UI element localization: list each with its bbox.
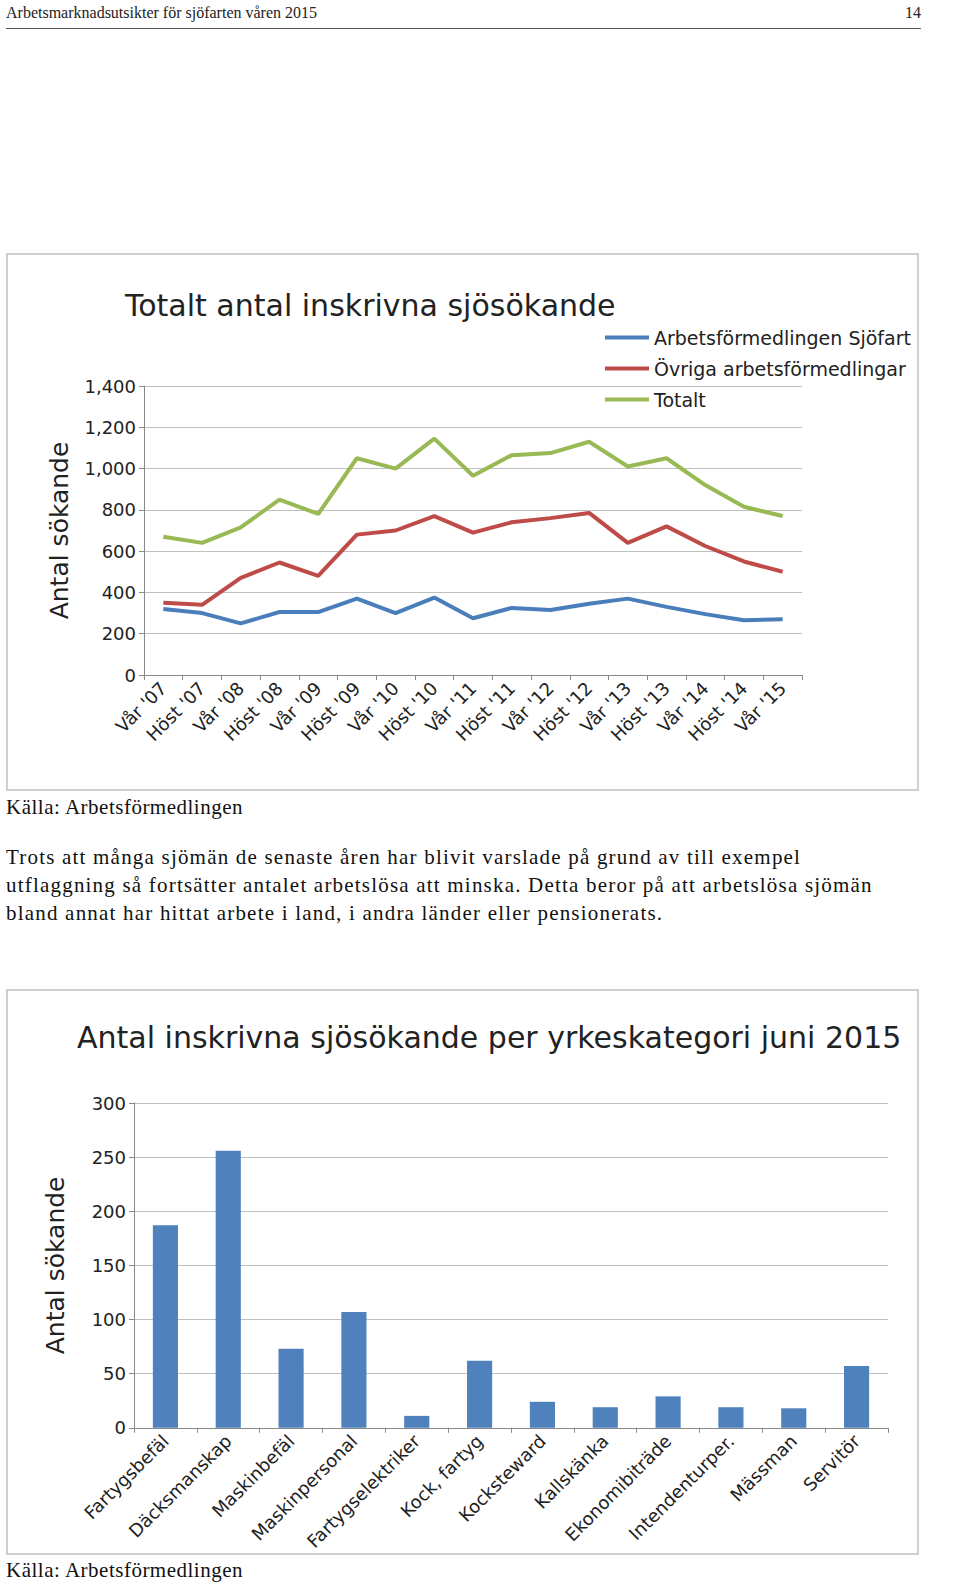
html-text:Källa: Arbetsförmedlingen: Källa: Arbetsförmedlingen <box>6 1558 243 1582</box>
svg-text:Vår '14: Vår '14 <box>653 677 713 737</box>
svg-text:Höst '07: Höst '07 <box>142 677 210 746</box>
svg-text:Höst '08: Höst '08 <box>219 677 287 746</box>
svg-text:200: 200 <box>102 623 136 644</box>
svg-text:Fartygsbefäl: Fartygsbefäl <box>79 1430 173 1524</box>
svg-text:Höst '09: Höst '09 <box>296 677 365 746</box>
svg-text:Fartygselektriker: Fartygselektriker <box>303 1430 425 1552</box>
svg-text:Vår '09: Vår '09 <box>266 677 326 737</box>
svg-text:50: 50 <box>103 1363 126 1384</box>
svg-text:Totalt: Totalt <box>653 389 706 411</box>
svg-text:Vår '08: Vår '08 <box>188 677 249 737</box>
svg-text:100: 100 <box>92 1309 126 1330</box>
svg-text:Kallskänka: Kallskänka <box>530 1430 613 1513</box>
svg-text:Höst '12: Höst '12 <box>529 677 597 746</box>
svg-text:1,400: 1,400 <box>84 376 136 397</box>
svg-text:0: 0 <box>125 665 136 686</box>
svg-text:Ekonomibiträde: Ekonomibiträde <box>561 1430 676 1545</box>
svg-text:Kock, fartyg: Kock, fartyg <box>396 1430 487 1522</box>
svg-text:1,000: 1,000 <box>84 458 136 479</box>
svg-text:Mässman: Mässman <box>726 1430 801 1505</box>
svg-text:0: 0 <box>115 1417 126 1438</box>
svg-text:Antal inskrivna sjösökande per: Antal inskrivna sjösökande per yrkeskate… <box>77 1020 901 1055</box>
html-text:Källa: Arbetsförmedlingen: Källa: Arbetsförmedlingen <box>6 795 243 819</box>
svg-text:Totalt antal inskrivna sjösöka: Totalt antal inskrivna sjösökande <box>124 288 616 323</box>
svg-text:800: 800 <box>102 499 136 520</box>
svg-text:1,200: 1,200 <box>84 417 136 438</box>
svg-text:250: 250 <box>92 1147 126 1168</box>
svg-text:Vår '10: Vår '10 <box>343 677 403 737</box>
svg-text:Höst '14: Höst '14 <box>683 677 752 746</box>
svg-text:Vår '13: Vår '13 <box>575 677 636 737</box>
svg-text:Vår '11: Vår '11 <box>421 677 481 737</box>
svg-text:Maskinbefäl: Maskinbefäl <box>207 1430 299 1522</box>
svg-text:Vår '07: Vår '07 <box>111 677 171 737</box>
svg-text:200: 200 <box>92 1201 126 1222</box>
svg-text:Maskinpersonal: Maskinpersonal <box>247 1430 361 1544</box>
svg-text:300: 300 <box>92 1093 126 1114</box>
svg-text:Däcksmanskap: Däcksmanskap <box>124 1430 235 1541</box>
html-text:Arbetsmarknadsutsikter för sjö: Arbetsmarknadsutsikter för sjöfarten vår… <box>6 4 317 21</box>
svg-text:Övriga arbetsförmedlingar: Övriga arbetsförmedlingar <box>654 358 906 380</box>
svg-text:Höst '13: Höst '13 <box>606 677 674 746</box>
svg-text:Antal sökande: Antal sökande <box>45 442 74 620</box>
svg-text:Höst '10: Höst '10 <box>374 677 442 746</box>
svg-text:Servitör: Servitör <box>799 1430 864 1495</box>
html-text:Trots att många sjömän de sena: Trots att många sjömän de senaste åren h… <box>6 845 873 925</box>
svg-text:Kocksteward: Kocksteward <box>454 1430 549 1525</box>
svg-text:Antal sökande: Antal sökande <box>41 1177 70 1355</box>
svg-text:Intendenturper.: Intendenturper. <box>625 1430 739 1544</box>
svg-text:Vår '15: Vår '15 <box>731 678 790 737</box>
svg-text:Vår '12: Vår '12 <box>498 677 558 737</box>
svg-text:Höst '11: Höst '11 <box>451 677 520 746</box>
svg-text:Arbetsförmedlingen Sjöfart: Arbetsförmedlingen Sjöfart <box>654 327 911 349</box>
html-text:14: 14 <box>905 4 921 21</box>
svg-text:400: 400 <box>102 582 136 603</box>
svg-text:600: 600 <box>102 541 136 562</box>
svg-text:150: 150 <box>92 1255 126 1276</box>
